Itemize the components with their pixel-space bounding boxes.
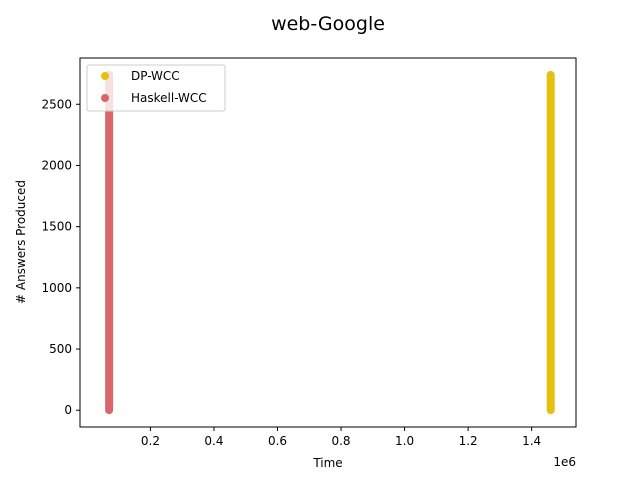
axes-frame [79,57,577,428]
chart-title: web-Google [271,13,385,35]
y-tick-label: 1500 [41,220,72,234]
y-tick-label: 0 [64,403,72,417]
x-tick-label: 1.2 [459,434,478,448]
y-tick-label: 2000 [41,158,72,172]
x-tick-label: 0.4 [204,434,223,448]
x-axis-label: Time [312,456,342,470]
x-tick-label: 0.8 [331,434,350,448]
y-tick-label: 500 [49,342,72,356]
x-tick-label: 0.6 [268,434,287,448]
x-tick-label: 0.2 [141,434,160,448]
x-axis: 0.2 0.4 0.6 0.8 1.0 1.2 1.4 [141,427,541,448]
x-tick-label: 1.0 [395,434,414,448]
plot-area [105,70,555,415]
y-axis-label: # Answers Produced [14,180,28,304]
legend-marker-dp-wcc [101,72,109,80]
legend-label-haskell-wcc: Haskell-WCC [131,91,207,105]
y-tick-label: 2500 [41,97,72,111]
legend-marker-haskell-wcc [101,94,109,102]
legend: DP-WCC Haskell-WCC [86,64,226,112]
x-offset-text: 1e6 [553,455,576,469]
legend-box [86,64,226,112]
legend-label-dp-wcc: DP-WCC [131,69,180,83]
y-axis: 0 500 1000 1500 2000 2500 [41,97,80,417]
x-tick-label: 1.4 [522,434,541,448]
y-tick-label: 1000 [41,281,72,295]
